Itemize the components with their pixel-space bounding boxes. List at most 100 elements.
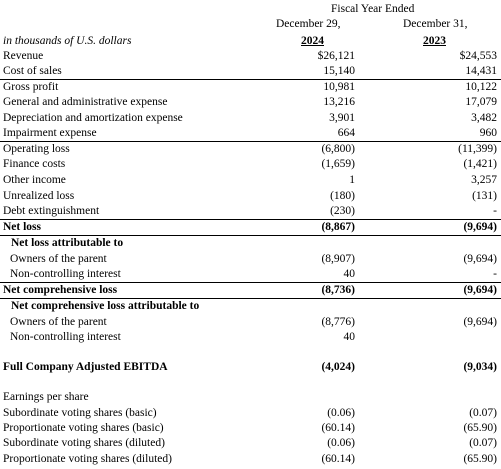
column-date: December 31, — [403, 18, 468, 30]
row-label: Net comprehensive loss attributable to — [11, 300, 200, 312]
row-label: Revenue — [3, 50, 44, 62]
table-row: Depreciation and amortization expense 3,9… — [0, 111, 501, 126]
value-cell: 3,901 — [329, 112, 355, 124]
row-label: Finance costs — [3, 158, 66, 170]
table-row: Net comprehensive loss (8,736) (9,694) — [0, 283, 501, 299]
table-row: Debt extinguishment (230) - — [0, 204, 501, 220]
table-row: Operating loss (6,800) (11,399) — [0, 142, 501, 157]
row-label: Non-controlling interest — [10, 331, 121, 343]
table-row: Non-controlling interest 40 - — [0, 267, 501, 283]
table-row: Net loss attributable to — [0, 236, 501, 251]
value-cell: (8,736) — [321, 284, 355, 296]
value-cell: (9,694) — [463, 284, 497, 296]
row-label: Net loss attributable to — [11, 237, 124, 249]
table-row: Unrealized loss (180) (131) — [0, 189, 501, 204]
value-cell: (0.06) — [327, 437, 355, 449]
value-cell: 664 — [337, 127, 355, 139]
column-year: 2024 — [301, 35, 324, 47]
value-cell: (1,659) — [321, 158, 355, 170]
value-cell: 40 — [343, 331, 356, 343]
column-date: December 29, — [276, 18, 341, 30]
value-cell: (6,800) — [321, 143, 355, 155]
table-row: Revenue $26,121 $24,553 — [0, 49, 501, 64]
table-row: Net comprehensive loss attributable to — [0, 299, 501, 314]
value-cell: (8,776) — [321, 316, 355, 328]
row-label: General and administrative expense — [3, 96, 168, 108]
table-row: Earnings per share — [0, 390, 501, 405]
value-cell: 10,122 — [465, 81, 497, 93]
row-label: Owners of the parent — [10, 316, 107, 328]
value-cell: 960 — [479, 127, 497, 139]
value-cell: $24,553 — [459, 50, 497, 62]
value-cell: (9,034) — [463, 361, 497, 373]
table-row: Owners of the parent (8,776) (9,694) — [0, 315, 501, 330]
value-cell: 13,216 — [323, 96, 355, 108]
value-cell: 15,140 — [323, 65, 355, 77]
value-cell: (9,694) — [463, 316, 497, 328]
table-row: Proportionate voting shares (diluted) (60… — [0, 452, 501, 467]
table-row: Owners of the parent (8,907) (9,694) — [0, 252, 501, 267]
value-cell: $26,121 — [317, 50, 355, 62]
value-cell: (4,024) — [321, 361, 355, 373]
value-cell: 14,431 — [465, 65, 497, 77]
value-cell: (11,399) — [458, 143, 497, 155]
row-label: Non-controlling interest — [10, 268, 121, 280]
value-cell: (0.07) — [469, 437, 497, 449]
value-cell: (1,421) — [463, 158, 497, 170]
value-cell: 1 — [349, 174, 355, 186]
row-label: Impairment expense — [3, 127, 97, 139]
table-row: Gross profit 10,981 10,122 — [0, 80, 501, 95]
value-cell: (60.14) — [321, 453, 355, 465]
value-cell: (8,867) — [321, 221, 355, 233]
row-label: Subordinate voting shares (diluted) — [3, 437, 165, 449]
table-row: Full Company Adjusted EBITDA (4,024) (9,03… — [0, 360, 501, 375]
value-cell: (65.90) — [463, 422, 497, 434]
value-cell: 3,482 — [471, 112, 497, 124]
value-cell: (9,694) — [463, 253, 497, 265]
row-label: Other income — [3, 174, 66, 186]
value-cell: (65.90) — [463, 453, 497, 465]
table-row: Net loss (8,867) (9,694) — [0, 220, 501, 236]
table-row: Impairment expense 664 960 — [0, 126, 501, 142]
row-label: Full Company Adjusted EBITDA — [3, 361, 168, 373]
value-cell: (131) — [472, 190, 497, 202]
row-label: Proportionate voting shares (basic) — [3, 422, 164, 434]
row-label: Operating loss — [3, 143, 70, 155]
table-row: Subordinate voting shares (diluted) (0.06… — [0, 436, 501, 451]
table-row: Non-controlling interest 40 — [0, 330, 501, 345]
value-cell: (8,907) — [321, 253, 355, 265]
row-label: Net comprehensive loss — [3, 284, 118, 296]
value-cell: - — [493, 268, 497, 280]
value-cell: - — [493, 205, 497, 217]
value-cell: 10,981 — [323, 81, 355, 93]
value-cell: (60.14) — [321, 422, 355, 434]
value-cell: (180) — [330, 190, 355, 202]
row-label: Gross profit — [3, 81, 59, 93]
value-cell: (0.07) — [469, 407, 497, 419]
row-label: Earnings per share — [3, 391, 89, 403]
row-label: Net loss — [3, 221, 42, 233]
units-note: in thousands of U.S. dollars — [3, 35, 132, 47]
row-label: Unrealized loss — [3, 190, 75, 202]
value-cell: (230) — [330, 205, 355, 217]
row-label: Subordinate voting shares (basic) — [3, 407, 157, 419]
value-cell: 3,257 — [471, 174, 497, 186]
value-cell: 17,079 — [465, 96, 497, 108]
row-label: Depreciation and amortization expense — [3, 112, 183, 124]
table-row: Subordinate voting shares (basic) (0.06) (… — [0, 406, 501, 421]
row-label: Owners of the parent — [10, 253, 107, 265]
row-label: Cost of sales — [3, 65, 62, 77]
table-row: Proportionate voting shares (basic) (60.1… — [0, 421, 501, 436]
table-row: Finance costs (1,659) (1,421) — [0, 157, 501, 172]
value-cell: (9,694) — [463, 221, 497, 233]
table-row: Cost of sales 15,140 14,431 — [0, 64, 501, 80]
row-label: Proportionate voting shares (diluted) — [3, 453, 172, 465]
table-row: Other income 1 3,257 — [0, 173, 501, 188]
value-cell: 40 — [343, 268, 356, 280]
period-header: Fiscal Year Ended — [331, 3, 415, 15]
row-label: Debt extinguishment — [3, 205, 100, 217]
column-year: 2023 — [423, 35, 446, 47]
value-cell: (0.06) — [327, 407, 355, 419]
table-row: General and administrative expense 13,216… — [0, 95, 501, 110]
